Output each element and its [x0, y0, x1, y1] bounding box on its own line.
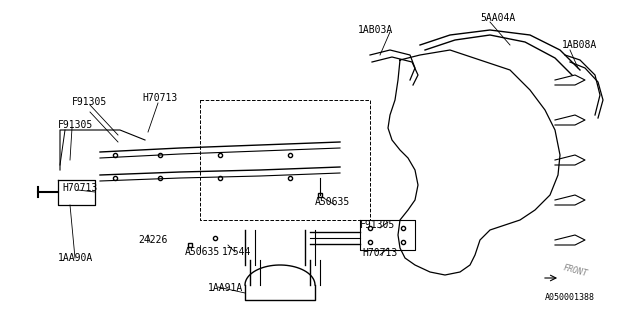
Text: H70713: H70713 — [362, 248, 397, 258]
Text: H70713: H70713 — [62, 183, 97, 193]
Text: A050001388: A050001388 — [545, 293, 595, 302]
Text: H70713: H70713 — [142, 93, 177, 103]
Text: F91305: F91305 — [72, 97, 108, 107]
Text: 1AA90A: 1AA90A — [58, 253, 93, 263]
Text: 1AA91A: 1AA91A — [208, 283, 243, 293]
Text: FRONT: FRONT — [562, 263, 588, 278]
Text: A50635: A50635 — [315, 197, 350, 207]
Text: F91305: F91305 — [360, 220, 396, 230]
Text: 24226: 24226 — [138, 235, 168, 245]
Text: A50635: A50635 — [185, 247, 220, 257]
Text: 5AA04A: 5AA04A — [480, 13, 515, 23]
Text: F91305: F91305 — [58, 120, 93, 130]
Text: 1AB08A: 1AB08A — [562, 40, 597, 50]
Text: 1AB03A: 1AB03A — [358, 25, 393, 35]
Text: 17544: 17544 — [222, 247, 252, 257]
